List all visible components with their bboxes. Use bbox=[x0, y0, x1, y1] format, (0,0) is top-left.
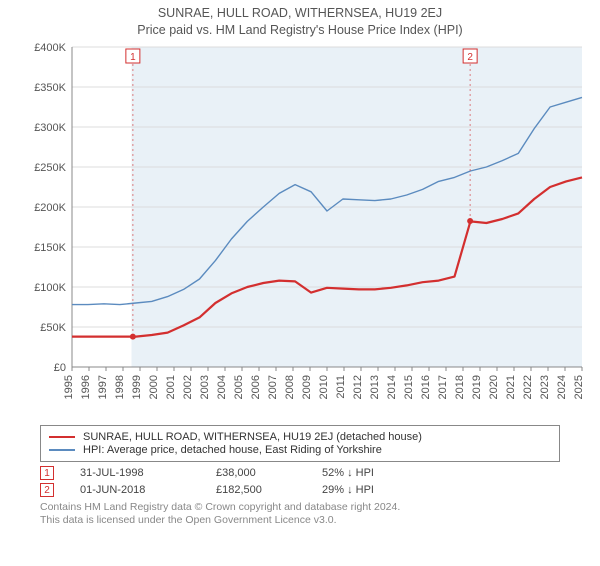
svg-text:2015: 2015 bbox=[403, 375, 415, 399]
svg-text:£350K: £350K bbox=[34, 82, 66, 94]
svg-text:2018: 2018 bbox=[454, 375, 466, 399]
footer: Contains HM Land Registry data © Crown c… bbox=[40, 501, 560, 527]
svg-text:2023: 2023 bbox=[539, 375, 551, 399]
svg-text:£300K: £300K bbox=[34, 122, 66, 134]
svg-text:2021: 2021 bbox=[505, 375, 517, 399]
svg-text:2016: 2016 bbox=[420, 375, 432, 399]
svg-text:2008: 2008 bbox=[284, 375, 296, 399]
marker-badge: 2 bbox=[40, 483, 54, 497]
legend-item: HPI: Average price, detached house, East… bbox=[49, 444, 551, 456]
svg-text:2003: 2003 bbox=[199, 375, 211, 399]
marker-price: £182,500 bbox=[216, 484, 296, 496]
svg-text:1: 1 bbox=[130, 52, 136, 63]
svg-text:1999: 1999 bbox=[131, 375, 143, 399]
chart-subtitle: Price paid vs. HM Land Registry's House … bbox=[0, 23, 600, 37]
svg-text:£150K: £150K bbox=[34, 242, 66, 254]
svg-text:£400K: £400K bbox=[34, 42, 66, 54]
svg-text:2005: 2005 bbox=[233, 375, 245, 399]
legend-label: SUNRAE, HULL ROAD, WITHERNSEA, HU19 2EJ … bbox=[83, 431, 422, 443]
svg-text:2010: 2010 bbox=[318, 375, 330, 399]
svg-text:2: 2 bbox=[467, 52, 473, 63]
svg-text:1997: 1997 bbox=[97, 375, 109, 399]
marker-date: 31-JUL-1998 bbox=[80, 467, 190, 479]
chart-area: £0 £50K £100K £150K £200K £250K £300K £350K £400… bbox=[30, 41, 590, 421]
svg-text:1995: 1995 bbox=[63, 375, 75, 399]
chart-title: SUNRAE, HULL ROAD, WITHERNSEA, HU19 2EJ bbox=[0, 6, 600, 20]
svg-text:£100K: £100K bbox=[34, 282, 66, 294]
legend: SUNRAE, HULL ROAD, WITHERNSEA, HU19 2EJ … bbox=[40, 425, 560, 462]
marker-badge: 1 bbox=[40, 466, 54, 480]
svg-text:2009: 2009 bbox=[301, 375, 313, 399]
svg-text:2020: 2020 bbox=[488, 375, 500, 399]
svg-text:2017: 2017 bbox=[437, 375, 449, 399]
svg-text:2002: 2002 bbox=[182, 375, 194, 399]
marker-row: 2 01-JUN-2018 £182,500 29% ↓ HPI bbox=[40, 483, 560, 497]
svg-text:2024: 2024 bbox=[556, 375, 568, 399]
svg-text:£0: £0 bbox=[54, 362, 66, 374]
marker-table: 1 31-JUL-1998 £38,000 52% ↓ HPI 2 01-JUN-2018… bbox=[40, 466, 560, 497]
marker-row: 1 31-JUL-1998 £38,000 52% ↓ HPI bbox=[40, 466, 560, 480]
svg-text:1998: 1998 bbox=[114, 375, 126, 399]
legend-swatch bbox=[49, 449, 75, 450]
svg-text:1996: 1996 bbox=[80, 375, 92, 399]
chart-container: SUNRAE, HULL ROAD, WITHERNSEA, HU19 2EJ … bbox=[0, 6, 600, 566]
marker-price: £38,000 bbox=[216, 467, 296, 479]
svg-text:2014: 2014 bbox=[386, 375, 398, 399]
svg-text:2000: 2000 bbox=[148, 375, 160, 399]
legend-item: SUNRAE, HULL ROAD, WITHERNSEA, HU19 2EJ … bbox=[49, 431, 551, 443]
svg-text:£250K: £250K bbox=[34, 162, 66, 174]
svg-text:2006: 2006 bbox=[250, 375, 262, 399]
chart-svg: £0 £50K £100K £150K £200K £250K £300K £350K £400… bbox=[30, 41, 590, 421]
svg-text:2012: 2012 bbox=[352, 375, 364, 399]
footer-line2: This data is licensed under the Open Gov… bbox=[40, 514, 560, 527]
svg-text:2007: 2007 bbox=[267, 375, 279, 399]
svg-text:2019: 2019 bbox=[471, 375, 483, 399]
svg-text:2025: 2025 bbox=[573, 375, 585, 399]
svg-text:2001: 2001 bbox=[165, 375, 177, 399]
svg-text:2022: 2022 bbox=[522, 375, 534, 399]
svg-text:2013: 2013 bbox=[369, 375, 381, 399]
svg-text:£200K: £200K bbox=[34, 202, 66, 214]
marker-delta: 29% ↓ HPI bbox=[322, 484, 422, 496]
svg-text:2004: 2004 bbox=[216, 375, 228, 399]
marker-date: 01-JUN-2018 bbox=[80, 484, 190, 496]
legend-swatch bbox=[49, 436, 75, 438]
svg-text:2011: 2011 bbox=[335, 375, 347, 399]
marker-delta: 52% ↓ HPI bbox=[322, 467, 422, 479]
legend-label: HPI: Average price, detached house, East… bbox=[83, 444, 382, 456]
svg-text:£50K: £50K bbox=[40, 322, 66, 334]
footer-line1: Contains HM Land Registry data © Crown c… bbox=[40, 501, 560, 514]
